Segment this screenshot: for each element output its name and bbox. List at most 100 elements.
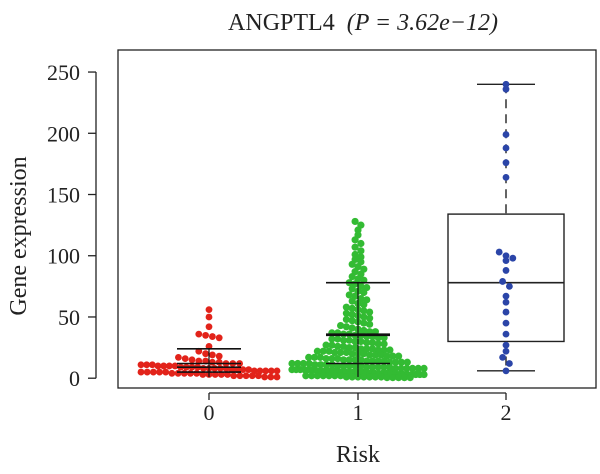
point-0-23: [143, 361, 151, 369]
point-1-38: [366, 308, 374, 316]
point-1-66: [328, 335, 336, 343]
point-1-120: [403, 358, 411, 366]
x-axis: 0 1 2: [204, 392, 512, 425]
point-0-50: [156, 368, 163, 376]
point-1-69: [345, 336, 353, 344]
y-axis-label: Gene expression: [6, 156, 32, 315]
point-1-138: [385, 363, 394, 371]
point-1-110: [345, 356, 353, 364]
point-1-144: [420, 364, 428, 373]
point-1-88: [313, 347, 321, 355]
point-2-0: [502, 80, 510, 88]
point-1-12: [348, 260, 356, 268]
point-1-182: [325, 372, 333, 380]
title-gene: ANGPTL4: [228, 10, 335, 36]
point-1-76: [322, 341, 330, 349]
point-1-31: [348, 297, 356, 305]
point-2-12: [506, 282, 513, 290]
point-1-0: [351, 217, 359, 226]
point-2-21: [506, 360, 513, 367]
group-2: [447, 80, 565, 375]
point-1-102: [395, 352, 403, 360]
point-1-84: [368, 345, 377, 353]
point-1-126: [317, 361, 325, 369]
point-1-124: [305, 359, 313, 368]
point-1-87: [386, 346, 394, 354]
point-0-9: [202, 350, 210, 358]
point-1-75: [380, 340, 388, 348]
point-2-6: [495, 248, 503, 256]
point-1-136: [374, 363, 382, 371]
point-0-68: [267, 373, 275, 381]
point-0-13: [181, 355, 189, 363]
point-1-6: [351, 243, 359, 251]
point-1-27: [345, 291, 353, 299]
title: ANGPTL4 (P = 3.62e−12): [228, 10, 498, 36]
plot-frame: [117, 49, 597, 389]
point-1-103: [305, 353, 313, 361]
point-1-34: [342, 303, 350, 311]
point-1-140: [397, 364, 405, 373]
point-0-5: [209, 333, 216, 340]
group-1: [288, 217, 428, 382]
point-0-25: [154, 362, 162, 370]
point-2-22: [502, 367, 510, 375]
point-2-1: [502, 85, 510, 93]
point-2-16: [502, 319, 510, 327]
point-1-92: [337, 348, 345, 357]
point-0-65: [248, 372, 256, 380]
point-0-1: [205, 313, 213, 321]
point-1-47: [360, 319, 368, 327]
point-1-137: [380, 363, 388, 371]
point-1-74: [374, 340, 382, 348]
point-1-186: [348, 373, 356, 381]
point-2-2: [502, 131, 510, 138]
point-1-190: [371, 373, 379, 381]
point-0-6: [215, 334, 223, 342]
point-1-188: [360, 373, 368, 381]
point-0-0: [205, 306, 213, 314]
point-1-50: [342, 323, 350, 331]
x-tick-label-2: 2: [501, 400, 512, 425]
point-2-20: [499, 353, 506, 361]
point-0-12: [175, 353, 182, 361]
point-0-3: [195, 330, 203, 338]
point-1-7: [357, 247, 365, 255]
point-1-70: [351, 337, 359, 346]
y-tick-label-3: 150: [47, 183, 80, 208]
point-0-46: [273, 367, 281, 375]
point-1-142: [408, 364, 417, 373]
point-1-90: [325, 347, 333, 355]
point-1-67: [334, 335, 342, 343]
point-0-67: [261, 373, 269, 381]
title-statistic: (P = 3.62e−12): [347, 10, 498, 36]
point-0-44: [262, 367, 270, 375]
point-1-181: [319, 372, 327, 380]
point-1-45: [348, 317, 356, 325]
point-1-79: [339, 342, 348, 350]
point-2-18: [502, 341, 510, 349]
point-0-64: [242, 372, 250, 380]
point-0-24: [148, 361, 156, 369]
group-0: [137, 306, 281, 381]
point-0-56: [193, 369, 201, 377]
point-1-68: [339, 336, 348, 344]
point-0-27: [165, 362, 173, 370]
svg-text:ANGPTL4 (P = 3.62e−12): ANGPTL4 (P = 3.62e−12): [228, 10, 498, 36]
point-2-13: [502, 292, 510, 300]
point-1-143: [414, 364, 422, 373]
y-axis: 0 50 100 150 200 250: [47, 60, 97, 391]
point-1-78: [334, 342, 342, 350]
point-0-4: [202, 331, 210, 339]
point-2-10: [502, 267, 510, 274]
y-tick-label-0: 0: [69, 366, 80, 391]
point-1-4: [351, 236, 359, 244]
box-2: [447, 213, 565, 343]
point-1-96: [360, 350, 368, 358]
point-1-180: [313, 372, 321, 380]
point-1-81: [351, 343, 359, 352]
point-0-22: [137, 361, 145, 369]
point-1-37: [360, 307, 368, 315]
x-tick-label-1: 1: [353, 400, 364, 425]
